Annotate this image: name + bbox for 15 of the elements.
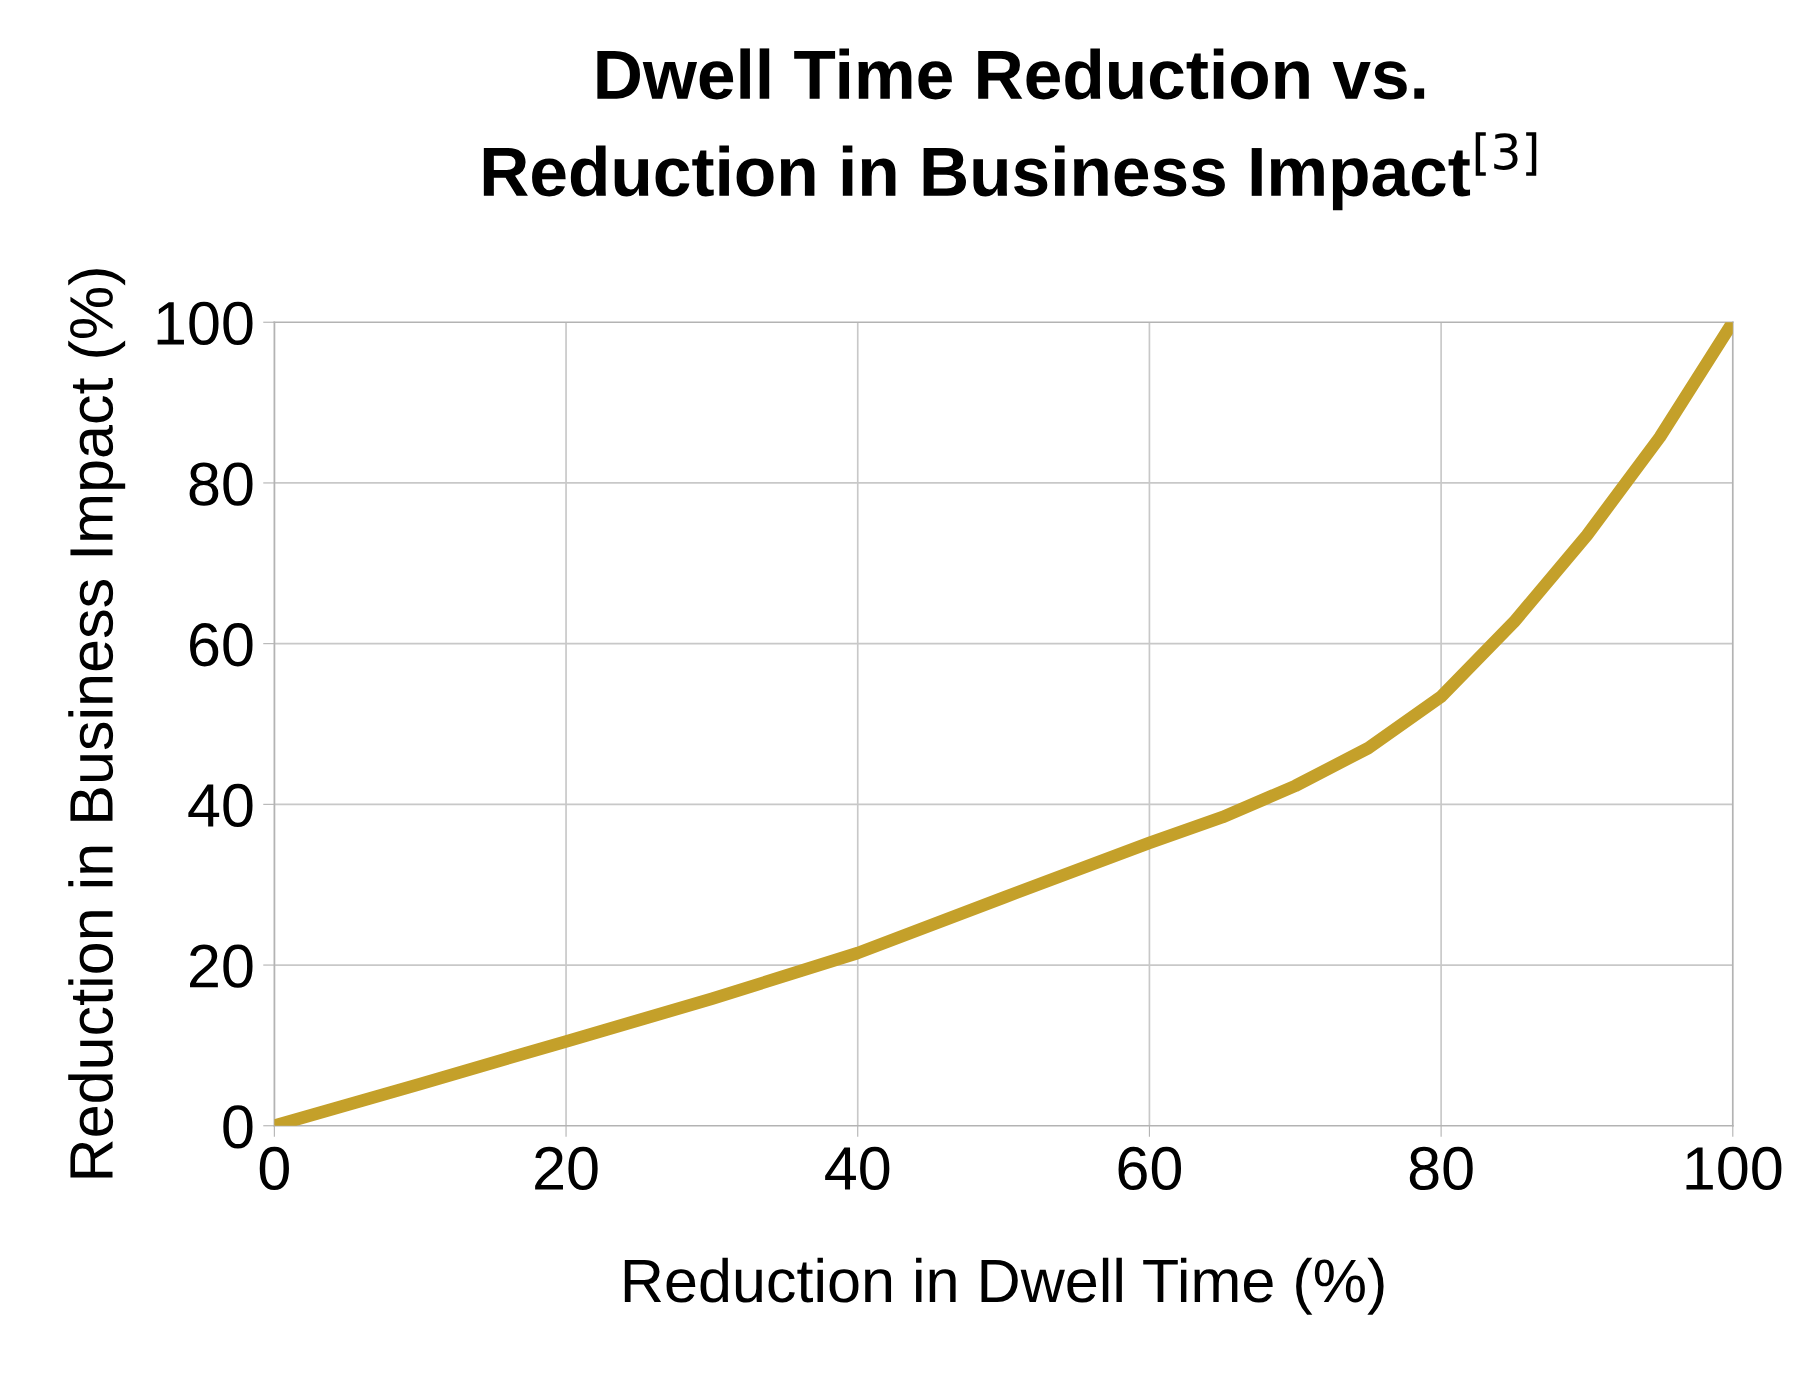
x-tick-label: 100 xyxy=(1686,1146,1782,1191)
x-tick-label: 20 xyxy=(535,1146,598,1191)
chart-title: Dwell Time Reduction vs. Reduction in Business Impact$^{[3]}$ xyxy=(483,48,1537,211)
x-tick-label: 0 xyxy=(259,1146,289,1191)
x-tick-label: 80 xyxy=(1409,1146,1473,1191)
y-tick-label: 80 xyxy=(189,462,253,506)
x-tick-label: 60 xyxy=(1118,1146,1182,1191)
x-axis-title: Reduction in Dwell Time (%) xyxy=(624,1257,1384,1315)
y-tick-label: 20 xyxy=(190,944,253,988)
y-tick-label: 40 xyxy=(188,783,253,828)
y-tick-label: 100 xyxy=(157,301,253,345)
y-axis-title: Reduction in Business Impact (%) xyxy=(68,269,126,1178)
x-tick-label: 40 xyxy=(825,1146,890,1191)
y-tick-label: 60 xyxy=(190,623,253,667)
y-tick-label: 0 xyxy=(223,1105,253,1149)
